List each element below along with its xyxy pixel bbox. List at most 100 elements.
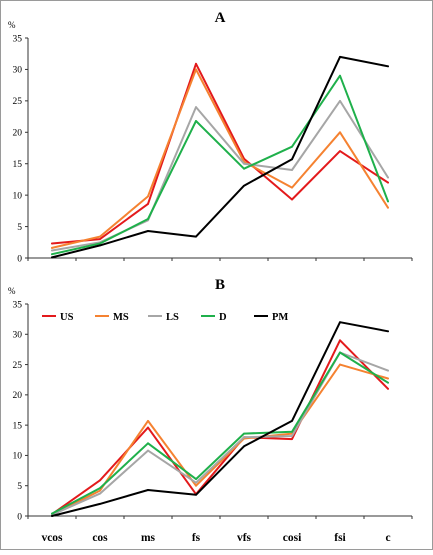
panel-b-data-point-d [387, 381, 389, 384]
panel-b-data-point-pm [147, 489, 149, 491]
panel-a-data-point-us [99, 238, 101, 241]
x-category-label-vfs: vfs [237, 532, 252, 544]
panel-a-y-tick-label: 20 [13, 129, 23, 139]
legend-label-us: US [60, 312, 74, 323]
panel-b-data-point-d [291, 430, 293, 433]
panel-a-y-tick-label: 35 [13, 34, 23, 44]
panel-b-data-point-ms [387, 377, 389, 380]
panel-b-data-point-us [339, 339, 341, 342]
panel-b-data-point-ls [243, 436, 245, 439]
panel-a-y-axis-label: % [8, 20, 16, 30]
panel-b-data-point-pm [243, 445, 245, 448]
panel-b-data-point-pm [291, 420, 293, 422]
panel-a-data-point-ms [195, 68, 197, 71]
panel-a-data-point-d [99, 242, 101, 245]
panel-a-data-point-ms [99, 235, 101, 238]
panel-a-data-point-pm [147, 230, 149, 232]
legend-label-d: D [219, 312, 227, 323]
panel-b-data-point-d [243, 432, 245, 435]
legend: US MS LS D PM [42, 312, 288, 323]
legend-label-ls: LS [166, 312, 179, 323]
panel-b-data-point-d [147, 442, 149, 445]
panel-b-data-point-pm [339, 321, 341, 324]
panel-a-series-line-us [51, 62, 389, 245]
panel-a-data-point-ls [243, 162, 245, 165]
panel-a-data-point-us [291, 198, 293, 201]
x-category-label-ms: ms [141, 532, 156, 544]
panel-a-data-point-us [147, 203, 149, 205]
panel-b-title: B [215, 277, 225, 293]
panel-b-data-point-ls [147, 449, 149, 452]
panel-b-data-point-pm [195, 493, 197, 496]
panel-a-series-line-d [51, 74, 389, 256]
panel-a-data-point-ms [387, 206, 389, 209]
panel-b-y-tick-label: 25 [13, 361, 23, 371]
panel-b-series-line-pm [51, 321, 389, 517]
panel-a-y-tick-label: 30 [13, 66, 23, 76]
panel-a-y-tick-label: 5 [17, 223, 22, 233]
panel-a-y-tick-label: 10 [13, 191, 23, 201]
legend-label-pm: PM [272, 312, 288, 323]
panel-a-data-point-ls [291, 169, 293, 171]
panel-b-data-point-us [147, 426, 149, 429]
panel-a-data-point-ms [147, 195, 149, 198]
panel-b-series-line-d [51, 351, 389, 515]
panel-a: A% 0 5 10 15 20 25 30 35 [8, 10, 413, 264]
panel-a-data-point-ls [339, 99, 341, 102]
panel-b: B% 0 5 10 15 20 25 30 35 vcos cos ms fs vfs cosi fsi c US… [8, 277, 413, 544]
panel-a-data-point-d [339, 74, 341, 77]
x-category-label-fs: fs [192, 532, 201, 544]
panel-a-data-point-us [51, 242, 53, 245]
panel-a-data-point-ls [51, 249, 53, 252]
panel-b-y-tick-label: 20 [13, 391, 23, 401]
panel-a-series-line-pm [51, 55, 389, 259]
panel-b-data-point-pm [387, 330, 389, 333]
panel-a-data-point-ls [195, 106, 197, 109]
panel-a-data-point-pm [99, 244, 101, 247]
panel-a-data-point-pm [387, 65, 389, 68]
x-category-label-c: c [385, 532, 390, 544]
panel-a-title: A [215, 10, 226, 26]
panel-a-data-point-pm [195, 235, 197, 238]
panel-b-data-point-d [339, 351, 341, 354]
x-category-label-fsi: fsi [334, 532, 346, 544]
panel-a-data-point-d [195, 120, 197, 122]
panel-a-data-point-ms [339, 131, 341, 134]
panel-b-data-point-ms [147, 420, 149, 422]
panel-a-data-point-us [387, 181, 389, 184]
panel-a-data-point-us [195, 62, 197, 65]
panel-a-data-point-pm [291, 158, 293, 161]
panel-b-series-line-us [51, 339, 389, 516]
panel-a-data-point-ms [291, 186, 293, 189]
panel-b-data-point-ls [387, 369, 389, 372]
panel-b-data-point-ls [291, 435, 293, 437]
panel-a-data-point-d [387, 200, 389, 203]
panel-b-y-tick-label: 30 [13, 331, 23, 341]
legend-label-ms: MS [113, 312, 129, 323]
panel-b-data-point-pm [99, 502, 101, 505]
panel-b-y-tick-label: 35 [13, 300, 23, 310]
panel-b-data-point-ms [99, 489, 101, 492]
panel-a-series-line-ms [51, 68, 389, 249]
panel-a-data-point-d [243, 167, 245, 170]
panel-b-y-axis-label: % [8, 286, 16, 296]
panel-a-data-point-ls [387, 176, 389, 179]
panel-b-data-point-us [291, 438, 293, 440]
panel-a-data-point-ms [51, 247, 53, 249]
panel-b-y-tick-label: 10 [13, 452, 23, 462]
panel-a-y-tick-label: 25 [13, 97, 23, 107]
panel-b-data-point-ls [195, 481, 197, 484]
panel-b-data-point-us [387, 387, 389, 390]
panel-a-data-point-pm [339, 55, 341, 58]
panel-a-y-tick-label: 0 [17, 254, 22, 264]
panel-b-data-point-d [99, 487, 101, 490]
panel-a-data-point-d [291, 145, 293, 148]
panel-a-data-point-pm [243, 184, 245, 187]
x-category-label-vcos: vcos [41, 532, 63, 544]
panel-b-data-point-ls [99, 492, 101, 495]
x-category-label-cosi: cosi [283, 532, 302, 544]
panel-a-data-point-pm [51, 256, 53, 259]
